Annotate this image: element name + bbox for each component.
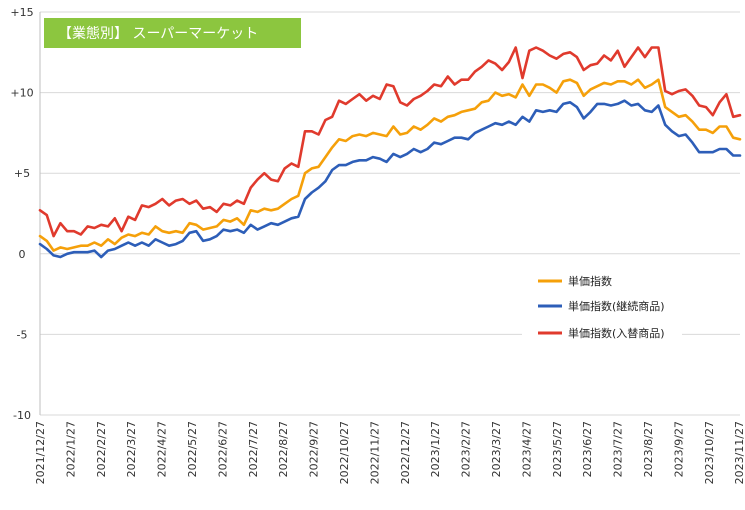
x-tick-label: 2023/4/27 [520,421,533,477]
legend-label-2: 単価指数(入替商品) [568,326,665,340]
x-tick-label: 2023/5/27 [551,421,564,477]
x-tick-label: 2023/2/27 [460,421,473,477]
x-tick-label: 2022/9/27 [308,421,321,477]
y-tick-label: +15 [10,6,33,19]
series-line-0 [38,78,742,252]
x-tick-label: 2023/11/27 [733,421,745,484]
x-tick-label: 2023/10/27 [703,421,716,484]
x-tick-label: 2022/6/27 [216,421,229,477]
x-tick-label: 2022/2/27 [95,421,108,477]
x-tick-label: 2023/3/27 [490,421,503,477]
chart-title-box: 【業態別】 スーパーマーケット [44,18,301,48]
gridlines [39,11,740,416]
legend-label-1: 単価指数(継続商品) [568,299,665,313]
chart-title-background [44,18,301,48]
chart-title: 【業態別】 スーパーマーケット [58,26,258,42]
series-lines [38,46,742,259]
y-tick-label: +5 [14,167,30,180]
y-tick-label: 0 [19,248,26,261]
x-tick-label: 2022/11/27 [368,421,381,484]
y-tick-label: -5 [17,328,28,341]
series-line-2 [38,46,742,238]
x-tick-label: 2022/4/27 [156,421,169,477]
x-tick-label: 2021/12/27 [34,421,47,484]
x-tick-label: 2023/8/27 [642,421,655,477]
series-line-1 [38,99,742,259]
y-axis-tick-labels: +15 +10 +5 0 -5 -10 [10,6,33,422]
y-tick-label: +10 [10,87,33,100]
x-tick-label: 2023/9/27 [672,421,685,477]
x-tick-label: 2022/7/27 [247,421,260,477]
x-tick-label: 2022/5/27 [186,421,199,477]
x-tick-label: 2022/10/27 [338,421,351,484]
x-tick-label: 2022/3/27 [125,421,138,477]
x-tick-label: 2023/1/27 [429,421,442,477]
x-tick-label: 2023/7/27 [612,421,625,477]
legend-label-0: 単価指数 [568,274,612,288]
y-tick-label: -10 [13,409,31,422]
x-tick-label: 2022/8/27 [277,421,290,477]
x-axis-tick-labels: 2021/12/27 2022/1/27 2022/2/27 2022/3/27 202… [34,421,745,484]
x-tick-label: 2022/12/27 [399,421,412,484]
x-tick-label: 2022/1/27 [64,421,77,477]
x-tick-label: 2023/6/27 [581,421,594,477]
